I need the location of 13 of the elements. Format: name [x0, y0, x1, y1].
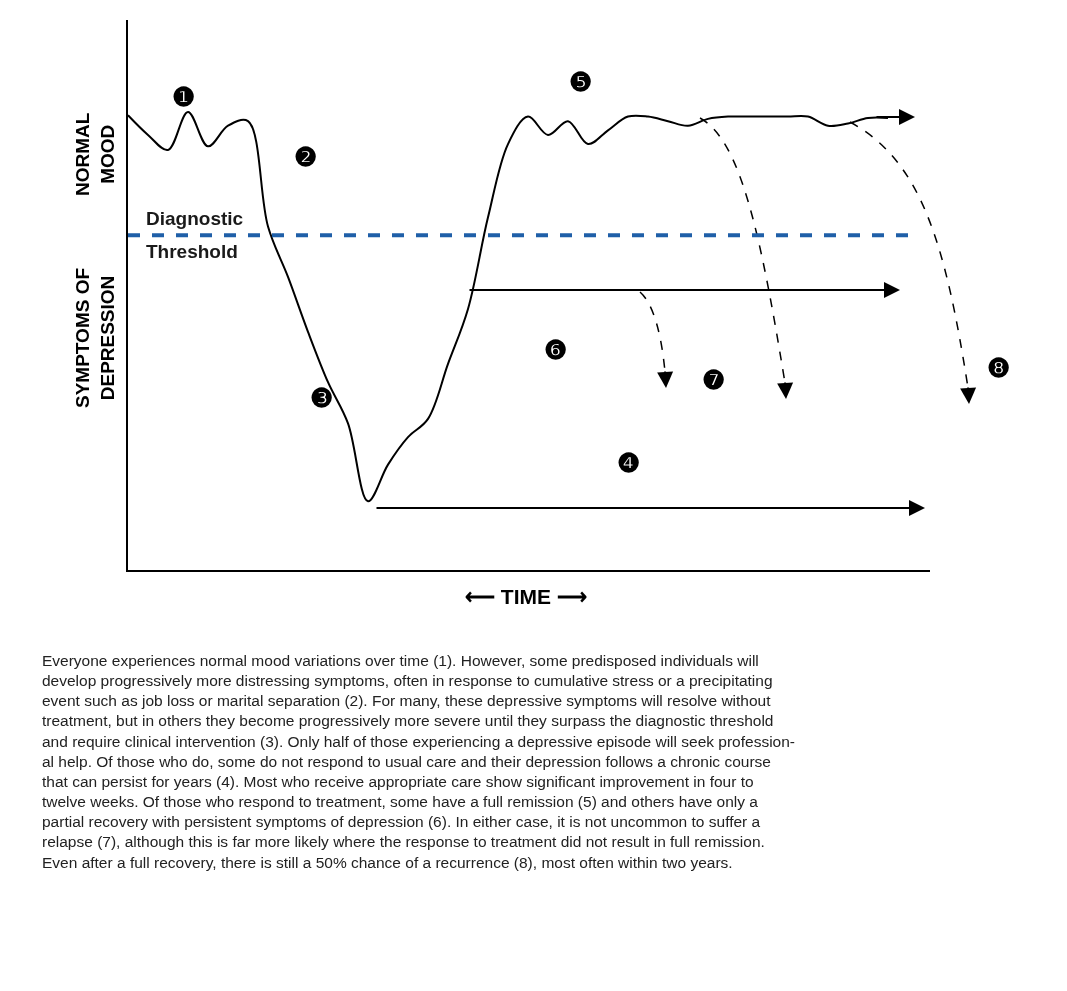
annotation: ❶: [172, 82, 195, 112]
x-axis-title: ⟵ TIME ⟶: [465, 585, 587, 608]
text: ❺: [569, 67, 592, 97]
annotation: ❸: [310, 383, 333, 413]
text: ❽: [987, 353, 1010, 383]
ref-line-label: Diagnostic Threshold: [146, 208, 244, 262]
text: Everyone experiences normal mood variations over time (1). However, some predisposed individuals will develop progressively more distressing symptoms, often in response to cumulative stress or a precipitating event such as job loss or marital separation (2). For many, these depressive symptoms will resolve without treatment, but in others they become progressively more severe until they surpass the diagnostic threshold and require clinical intervention (3). Only half of those experiencing a depressive episode will seek profession- al help. Of those who do, some do not respond to usual care and their depression follows a chronic course that can persist for years (4). Most who receive appropriate care show significant improvement in four to twelve weeks. Of those who respond to treatment, some have a full remission (5) and others have only a partial recovery with persistent symptoms of depression (6). In either case, it is not uncommon to suffer a relapse (7), although this is far more likely where the response to treatment did not result in full remission. Even after a full recovery, there is still a 50% chance of a recurrence (8), most often within two years.: [42, 652, 796, 871]
y-axis-title: SYMPTOMS OF DEPRESSION: [72, 267, 118, 408]
text: NORMAL MOOD: [72, 112, 118, 196]
annotation: ❼: [702, 365, 725, 395]
annotation: ❹: [617, 448, 640, 478]
annotation: ❻: [544, 335, 567, 365]
annotation: ❷: [294, 142, 317, 172]
